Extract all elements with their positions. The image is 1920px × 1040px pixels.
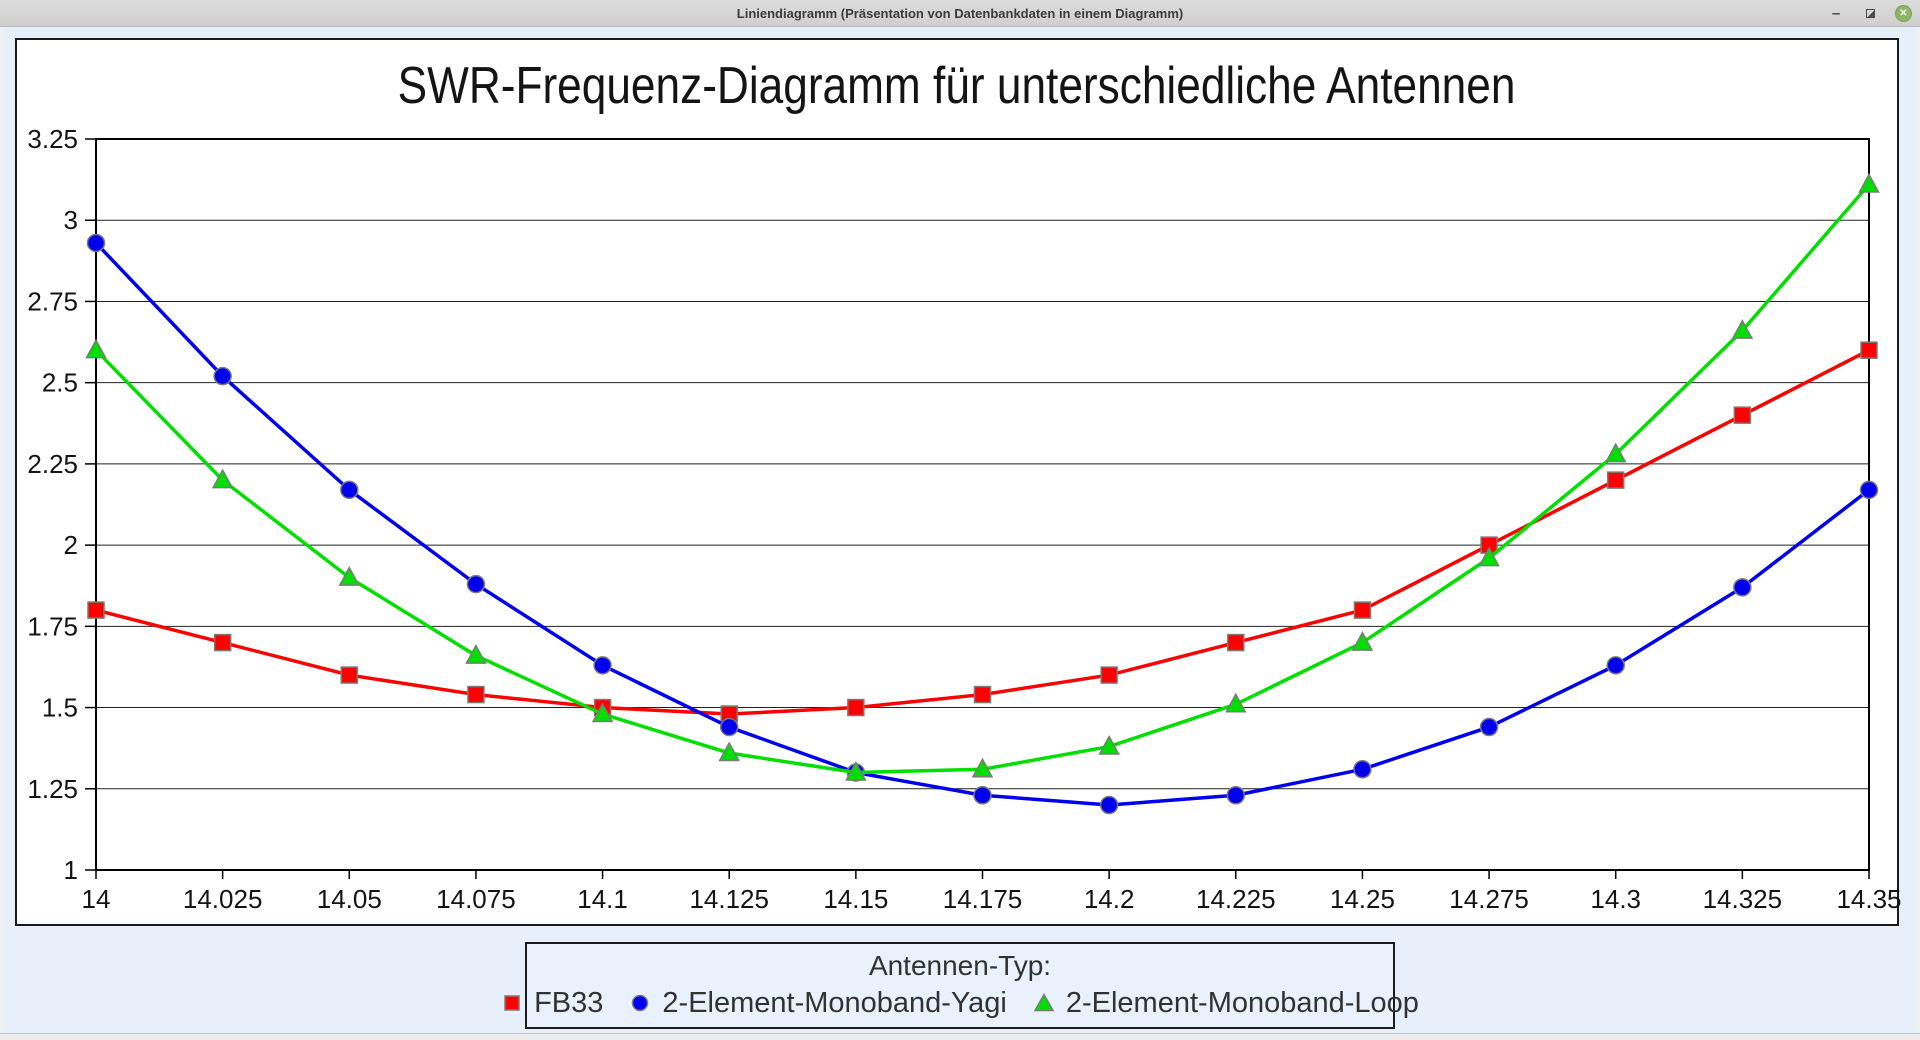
x-axis-label: 14.15	[823, 884, 888, 914]
x-axis-label: 14	[82, 884, 111, 914]
y-axis-label: 2.75	[27, 286, 78, 316]
data-point-triangle	[465, 644, 487, 664]
restore-icon	[1865, 9, 1875, 18]
data-point-square	[1100, 666, 1118, 684]
chart-legend: Antennen-Typ: FB33 2-Element-Monoband-Yag…	[504, 942, 1419, 1029]
close-icon: ✕	[1899, 8, 1908, 19]
data-point-circle	[340, 480, 359, 500]
data-point-square	[1606, 471, 1625, 489]
plot-svg: 1 1.25 1.5 1.75 2 2.25 2.5 2.75 3 3.25 14 14.025 14.…	[27, 124, 1901, 914]
y-axis-label: 2.5	[42, 368, 78, 398]
data-point-triangle	[845, 760, 867, 781]
data-point-circle	[1479, 717, 1499, 737]
legend-item: 2-Element-Monoband-Yagi	[629, 983, 1007, 1023]
data-point-circle	[86, 233, 106, 253]
data-point-circle	[719, 717, 739, 737]
window-resize-edge[interactable]	[0, 1033, 1920, 1040]
data-point-circle	[466, 574, 486, 594]
chart-area: 1 1.25 1.5 1.75 2 2.25 2.5 2.75 3 3.25 14 14.025 14.…	[15, 38, 1902, 926]
series-line-square	[95, 348, 1870, 716]
legend-label: 2-Element-Monoband-Yagi	[662, 986, 1007, 1019]
x-axis-label: 14.175	[943, 884, 1023, 914]
y-axis-label: 2.25	[27, 449, 78, 479]
window-title: Liniendiagramm (Präsentation von Datenba…	[736, 5, 1184, 21]
x-axis-label: 14.025	[183, 884, 263, 914]
data-point-square	[340, 666, 359, 684]
legend-item: 2-Element-Monoband-Loop	[1033, 983, 1419, 1023]
x-axis-label: 14.125	[689, 884, 769, 914]
data-point-triangle	[1351, 631, 1374, 651]
y-axis-label: 1.75	[27, 611, 78, 641]
legend-marker-triangle	[1033, 992, 1055, 1011]
data-point-circle	[973, 786, 992, 805]
data-point-square	[1227, 633, 1245, 652]
data-point-circle	[1606, 656, 1625, 675]
x-axis-label: 14.3	[1590, 884, 1641, 914]
data-point-circle	[1226, 786, 1246, 805]
data-point-square	[973, 685, 992, 704]
maximize-button[interactable]	[1861, 5, 1879, 23]
data-point-circle	[593, 656, 612, 675]
data-point-square	[1353, 601, 1372, 619]
data-point-triangle	[1478, 546, 1500, 567]
data-point-square	[467, 685, 485, 704]
series-line-circle	[94, 241, 1871, 807]
x-axis-label: 14.275	[1449, 884, 1529, 914]
x-axis-label: 14.075	[436, 884, 516, 914]
data-point-square	[1860, 341, 1878, 359]
close-button[interactable]: ✕	[1895, 5, 1912, 22]
data-point-square	[847, 698, 865, 717]
legend-title: Antennen-Typ:	[868, 949, 1052, 981]
data-point-triangle	[591, 702, 614, 723]
y-axis-label: 3	[64, 205, 78, 235]
data-point-triangle	[211, 468, 234, 489]
minimize-icon: –	[1831, 5, 1841, 22]
data-point-triangle	[1098, 734, 1120, 755]
y-axis-label: 2	[64, 530, 78, 560]
x-axis-label: 14.25	[1330, 884, 1395, 914]
data-point-triangle	[1225, 692, 1247, 713]
data-point-triangle	[1731, 319, 1754, 339]
data-point-circle	[1733, 578, 1752, 597]
data-point-triangle	[338, 566, 361, 586]
x-axis-label: 14.35	[1836, 884, 1901, 914]
data-point-square	[213, 633, 232, 652]
legend-item: FB33	[501, 983, 603, 1023]
minimize-button[interactable]: –	[1827, 5, 1845, 23]
y-axis-label: 1.5	[42, 693, 78, 723]
data-point-square	[1733, 406, 1752, 424]
data-point-triangle	[718, 741, 740, 762]
window-controls: – ✕	[1827, 0, 1912, 27]
data-point-triangle	[1604, 442, 1627, 463]
x-axis-label: 14.225	[1196, 884, 1276, 914]
legend-marker-square	[504, 994, 520, 1011]
x-axis-label: 14.05	[317, 884, 382, 914]
legend-label: 2-Element-Monoband-Loop	[1065, 986, 1419, 1019]
legend-marker-circle	[632, 994, 649, 1011]
y-axis-label: 3.25	[27, 124, 78, 154]
x-axis-label: 14.1	[577, 884, 628, 914]
y-axis-label: 1.25	[27, 774, 78, 804]
series-line-triangle	[94, 183, 1871, 775]
data-point-circle	[1353, 760, 1372, 779]
data-point-circle	[1859, 480, 1879, 500]
x-axis-label: 14.2	[1084, 884, 1135, 914]
data-point-triangle	[971, 757, 994, 778]
data-point-circle	[213, 366, 232, 386]
window-titlebar: Liniendiagramm (Präsentation von Datenba…	[0, 0, 1920, 27]
legend-items: FB33 2-Element-Monoband-Yagi 2-Element-Mon…	[501, 983, 1419, 1023]
y-axis-label: 1	[64, 855, 78, 885]
x-axis-label: 14.325	[1703, 884, 1783, 914]
legend-label: FB33	[534, 986, 604, 1019]
data-point-triangle	[1858, 172, 1880, 193]
data-point-square	[87, 601, 105, 619]
data-point-triangle	[85, 338, 107, 359]
chart-title: SWR-Frequenz-Diagramm für unterschiedlic…	[398, 57, 1516, 115]
data-point-circle	[1099, 795, 1119, 815]
